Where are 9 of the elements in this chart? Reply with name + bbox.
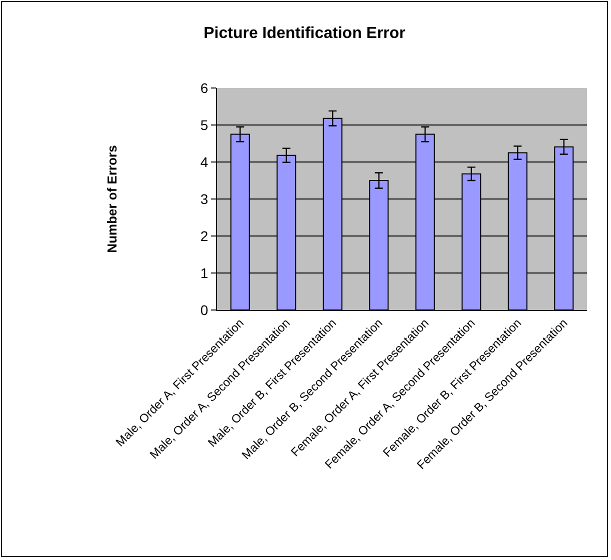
y-tick-label: 1 (200, 264, 208, 281)
y-tick-label: 5 (200, 116, 208, 133)
y-axis-title: Number of Errors (104, 145, 120, 253)
y-tick-label: 2 (200, 228, 208, 244)
y-tick-label: 6 (200, 80, 208, 96)
y-tick-label: 3 (200, 190, 208, 207)
y-tick-label: 0 (200, 302, 208, 318)
chart-title: Picture Identification Error (204, 25, 406, 42)
y-tick-label: 4 (200, 154, 208, 170)
